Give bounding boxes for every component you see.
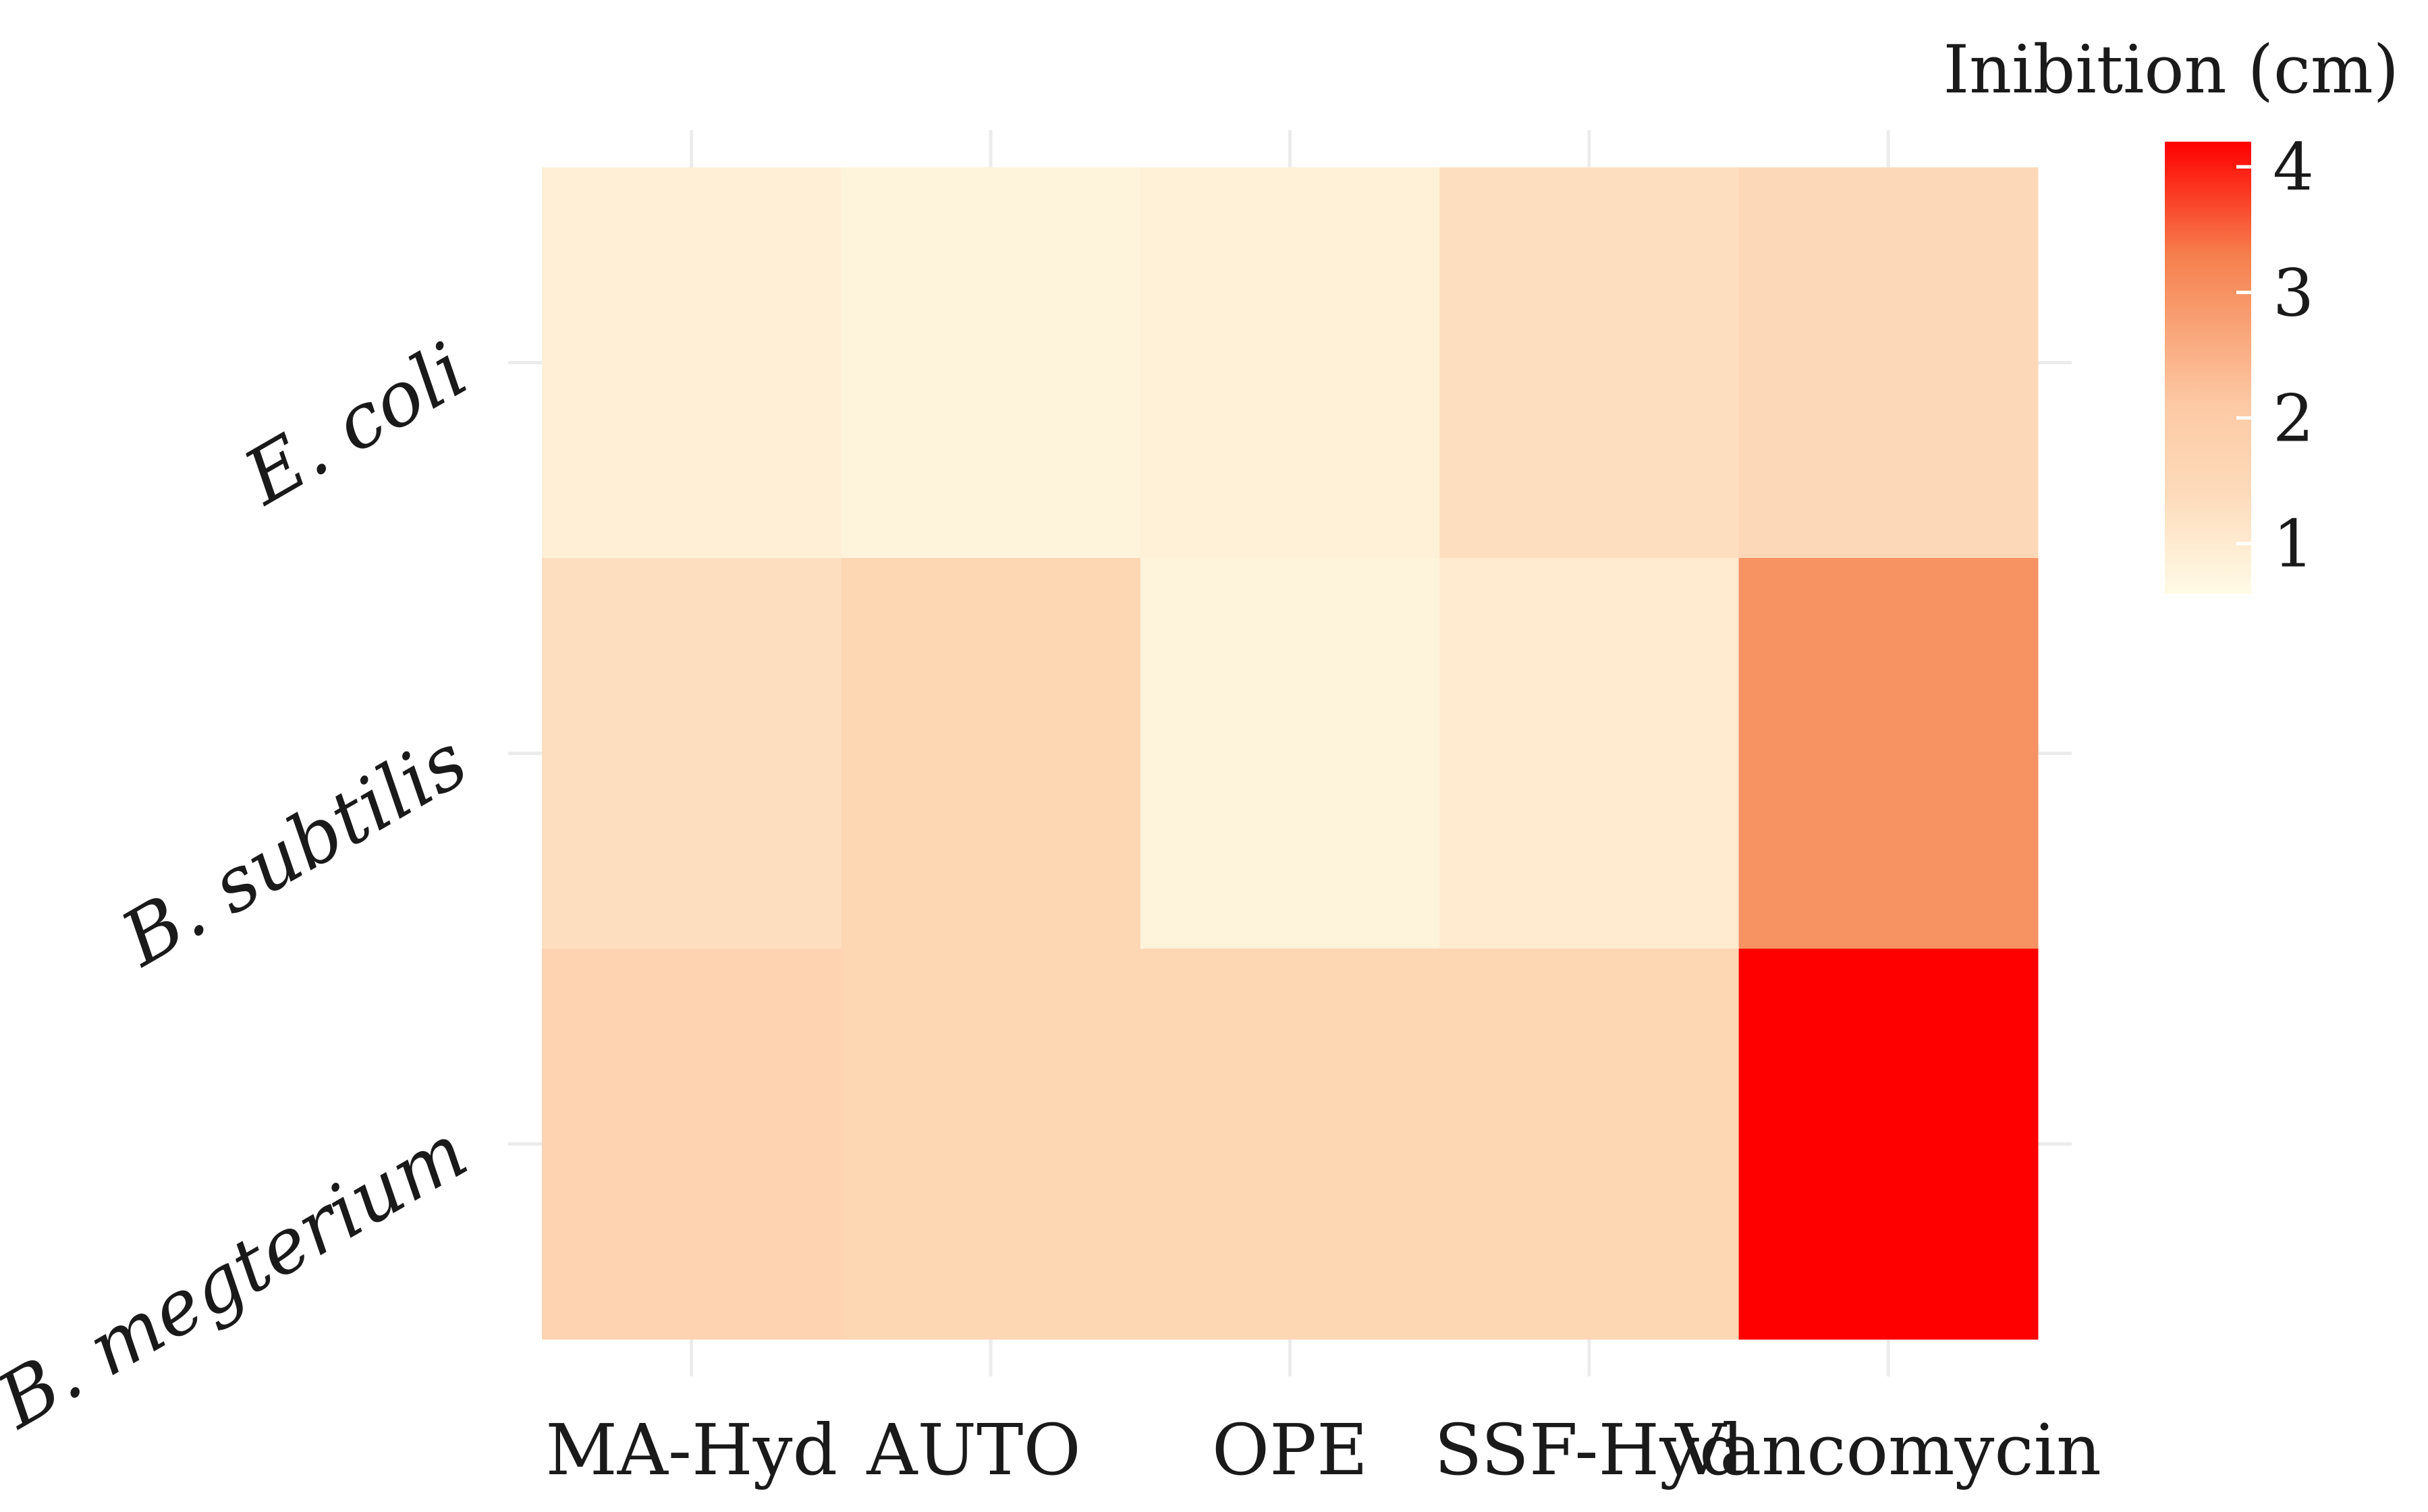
legend-title: Inibition (cm) (1943, 32, 2399, 109)
legend-colorbar (2165, 142, 2251, 594)
heatmap-cell (1738, 558, 2039, 949)
y-tick-label: B. megterium (0, 1107, 481, 1446)
heatmap-cell (841, 558, 1141, 949)
legend-tick-label: 1 (2273, 507, 2314, 582)
heatmap-cell (1140, 167, 1440, 559)
heatmap-cell (841, 949, 1141, 1340)
legend-tick-label: 4 (2273, 130, 2314, 205)
x-tick-label: Vancomycin (1674, 1409, 2101, 1491)
heatmap-cell (1738, 167, 2039, 559)
y-tick-labels: E. coli B. subtilis B. megterium (0, 326, 482, 1446)
x-tick-label: MA-Hyd (545, 1409, 837, 1491)
heatmap-cell (1140, 558, 1440, 949)
color-legend: Inibition (cm) 1 2 3 4 (1943, 32, 2399, 594)
y-tick-label: E. coli (229, 326, 482, 522)
x-tick-label: AUTO (866, 1409, 1080, 1491)
heatmap-cells (542, 167, 2039, 1340)
heatmap-cell (1140, 949, 1440, 1340)
heatmap-cell (1738, 949, 2039, 1340)
legend-tick-label: 3 (2273, 255, 2314, 331)
x-tick-label: OPE (1212, 1409, 1368, 1491)
heatmap-cell (542, 167, 841, 559)
heatmap-cell (1439, 167, 1740, 559)
heatmap-cell (1439, 558, 1740, 949)
heatmap-cell (542, 949, 841, 1340)
heatmap-cell (1439, 949, 1740, 1340)
legend-tick-label: 2 (2273, 381, 2314, 456)
y-tick-label: B. subtilis (107, 717, 482, 984)
heatmap-cell (542, 558, 841, 949)
heatmap-cell (841, 167, 1141, 559)
x-tick-label: SSF-Hyd (1434, 1409, 1744, 1491)
